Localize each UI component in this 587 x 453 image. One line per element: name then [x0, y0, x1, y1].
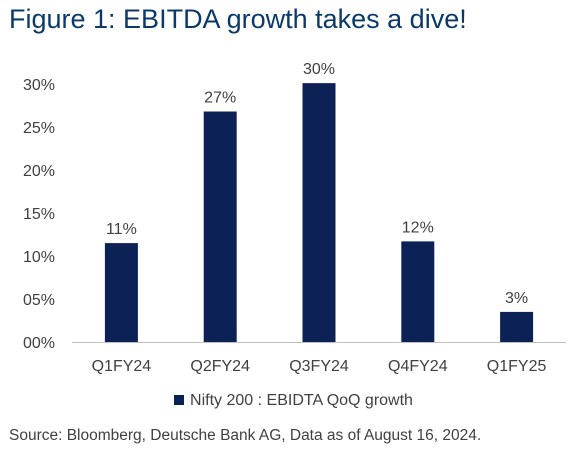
- x-tick-label: Q3FY24: [289, 358, 349, 375]
- y-tick-label: 30%: [23, 77, 55, 94]
- legend: Nifty 200 : EBIDTA QoQ growth: [0, 392, 587, 410]
- y-tick-label: 25%: [23, 120, 55, 137]
- bar-q1fy25: [500, 311, 534, 342]
- legend-label: Nifty 200 : EBIDTA QoQ growth: [190, 392, 413, 409]
- y-axis: 00% 05% 10% 15% 20% 25% 30%: [23, 77, 55, 352]
- y-tick-label: 15%: [23, 206, 55, 223]
- data-label: 11%: [106, 221, 137, 238]
- figure-title: Figure 1: EBITDA growth takes a dive!: [9, 4, 467, 34]
- data-label: 27%: [204, 90, 236, 107]
- bar-q2fy24: [203, 111, 237, 343]
- data-label: 12%: [402, 219, 434, 236]
- x-tick-label: Q4FY24: [388, 358, 448, 375]
- data-label: 30%: [303, 61, 335, 78]
- y-tick-label: 05%: [23, 292, 55, 309]
- bar-q3fy24: [302, 83, 336, 342]
- bar-q4fy24: [401, 241, 435, 342]
- data-labels: 11% 27% 30% 12% 3%: [106, 61, 528, 307]
- bars: [104, 83, 534, 343]
- bar-q1fy24: [104, 243, 138, 342]
- x-tick-label: Q1FY25: [487, 358, 547, 375]
- x-axis: Q1FY24 Q2FY24 Q3FY24 Q4FY24 Q1FY25: [92, 358, 547, 375]
- y-tick-label: 00%: [23, 335, 55, 352]
- y-tick-label: 10%: [23, 249, 55, 266]
- legend-swatch: [174, 395, 185, 405]
- source-note: Source: Bloomberg, Deutsche Bank AG, Dat…: [9, 427, 482, 444]
- data-label: 3%: [505, 290, 528, 307]
- y-tick-label: 20%: [23, 163, 55, 180]
- x-tick-label: Q1FY24: [92, 358, 152, 375]
- x-tick-label: Q2FY24: [190, 358, 250, 375]
